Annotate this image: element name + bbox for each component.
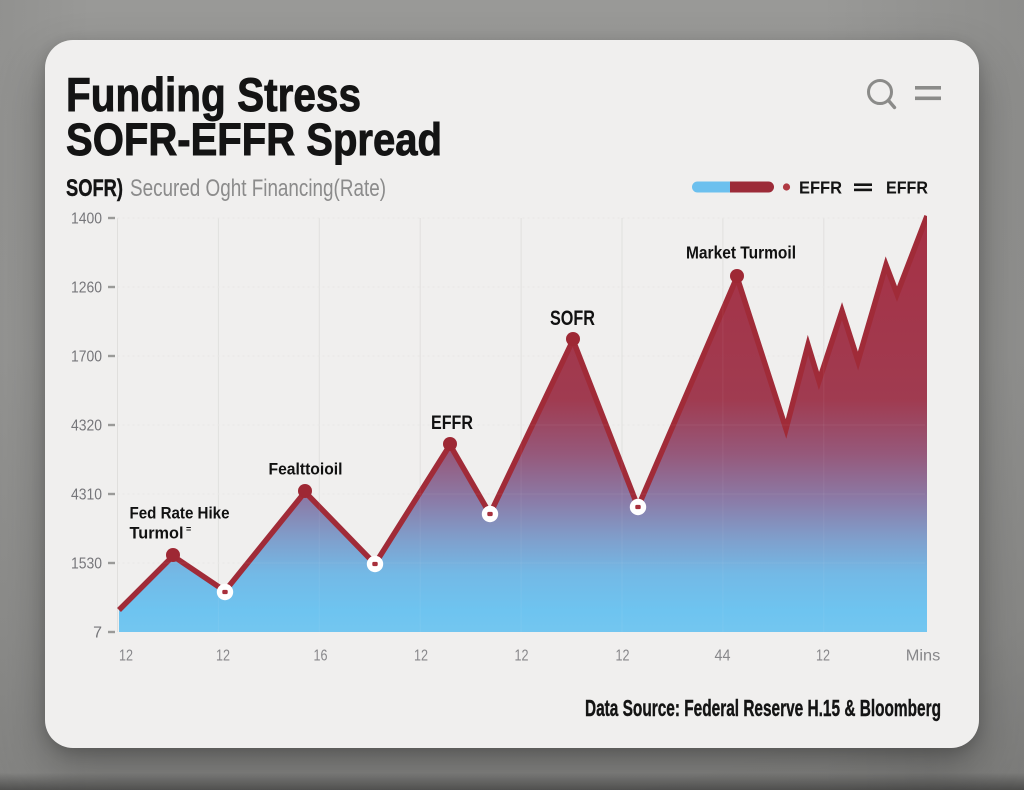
svg-text:Turmol: Turmol [130,524,184,543]
svg-text:Secured Oght Financing(Rate): Secured Oght Financing(Rate) [130,175,386,202]
svg-text:SOFR-EFFR Spread: SOFR-EFFR Spread [66,114,442,165]
svg-text:1400: 1400 [71,211,102,228]
svg-text:1260: 1260 [71,280,102,297]
svg-text:12: 12 [216,648,230,665]
svg-text:EFFR: EFFR [799,178,842,198]
svg-text:44: 44 [715,648,731,665]
svg-text:Fealttoioil: Fealttoioil [269,460,343,479]
svg-text:Market Turmoil: Market Turmoil [686,243,796,263]
svg-text:4310: 4310 [71,487,102,504]
svg-text:=: = [186,524,191,534]
svg-text:12: 12 [414,648,428,665]
svg-text:SOFR): SOFR) [66,175,123,202]
svg-text:SOFR: SOFR [550,307,595,330]
svg-text:4320: 4320 [71,418,102,435]
svg-text:Data Source: Federal Reserve H: Data Source: Federal Reserve H.15 & Bloo… [585,695,941,721]
svg-text:12: 12 [119,648,133,665]
svg-text:EFFR: EFFR [431,413,473,434]
svg-text:12: 12 [816,648,830,665]
svg-text:1530: 1530 [71,556,102,573]
svg-text:EFFR: EFFR [886,178,928,198]
svg-text:Funding Stress: Funding Stress [66,69,361,122]
svg-text:16: 16 [314,648,328,665]
svg-text:12: 12 [616,648,630,665]
svg-text:Mins: Mins [906,648,941,665]
svg-text:7: 7 [93,625,102,642]
svg-text:1700: 1700 [71,349,102,366]
svg-text:Fed Rate Hike: Fed Rate Hike [130,504,230,523]
svg-text:12: 12 [515,648,529,665]
